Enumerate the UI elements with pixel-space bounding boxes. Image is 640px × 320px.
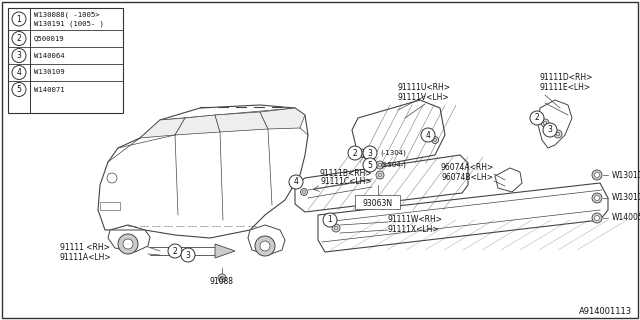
Circle shape bbox=[260, 241, 270, 251]
Text: W130191 (1005- ): W130191 (1005- ) bbox=[34, 20, 104, 27]
Circle shape bbox=[595, 215, 600, 220]
Text: 3: 3 bbox=[186, 251, 191, 260]
Text: 4: 4 bbox=[426, 131, 431, 140]
Text: 1: 1 bbox=[17, 14, 21, 23]
Circle shape bbox=[592, 193, 602, 203]
Text: 91111B<RH>: 91111B<RH> bbox=[319, 170, 372, 179]
Circle shape bbox=[12, 31, 26, 45]
Text: 91111A<LH>: 91111A<LH> bbox=[60, 252, 111, 261]
Text: 5: 5 bbox=[17, 85, 21, 94]
Text: 2: 2 bbox=[534, 114, 540, 123]
Circle shape bbox=[301, 188, 307, 196]
Circle shape bbox=[554, 130, 562, 138]
Circle shape bbox=[530, 111, 544, 125]
Text: 91111 <RH>: 91111 <RH> bbox=[60, 243, 110, 252]
Bar bbox=[355, 195, 400, 209]
Text: 91088: 91088 bbox=[210, 277, 234, 286]
Polygon shape bbox=[215, 244, 235, 258]
Text: (-1304): (-1304) bbox=[380, 150, 406, 156]
Text: W140064: W140064 bbox=[34, 52, 65, 59]
Circle shape bbox=[123, 239, 133, 249]
Text: W130109: W130109 bbox=[34, 69, 65, 76]
Circle shape bbox=[255, 236, 275, 256]
Text: 3: 3 bbox=[367, 148, 372, 157]
Circle shape bbox=[541, 119, 549, 127]
Circle shape bbox=[363, 146, 377, 160]
Text: 1: 1 bbox=[328, 215, 332, 225]
Polygon shape bbox=[215, 112, 268, 132]
Text: 91111V<LH>: 91111V<LH> bbox=[398, 92, 450, 101]
Circle shape bbox=[595, 172, 600, 178]
Circle shape bbox=[118, 234, 138, 254]
Circle shape bbox=[592, 170, 602, 180]
Text: Q500019: Q500019 bbox=[34, 36, 65, 42]
Polygon shape bbox=[318, 183, 608, 252]
Text: 93063N: 93063N bbox=[363, 198, 393, 207]
Text: W130088( -1005>: W130088( -1005> bbox=[34, 12, 100, 18]
Polygon shape bbox=[260, 108, 305, 129]
Polygon shape bbox=[175, 115, 220, 135]
Circle shape bbox=[595, 196, 600, 201]
Circle shape bbox=[592, 213, 602, 223]
Circle shape bbox=[358, 149, 366, 157]
Circle shape bbox=[218, 274, 226, 282]
Circle shape bbox=[12, 12, 26, 26]
Polygon shape bbox=[98, 105, 308, 238]
Text: W140071: W140071 bbox=[34, 86, 65, 92]
Circle shape bbox=[168, 244, 182, 258]
Circle shape bbox=[376, 161, 384, 169]
Text: 4: 4 bbox=[294, 178, 298, 187]
Polygon shape bbox=[108, 230, 150, 252]
Circle shape bbox=[421, 128, 435, 142]
Circle shape bbox=[12, 83, 26, 97]
Polygon shape bbox=[295, 155, 468, 212]
Text: 2: 2 bbox=[353, 148, 357, 157]
Text: W140055: W140055 bbox=[612, 213, 640, 222]
Text: 96074A<RH>: 96074A<RH> bbox=[441, 164, 494, 172]
Text: (1304-): (1304-) bbox=[380, 162, 406, 168]
Polygon shape bbox=[495, 168, 522, 192]
Polygon shape bbox=[352, 100, 445, 165]
Text: 91111E<LH>: 91111E<LH> bbox=[540, 83, 591, 92]
Bar bbox=[100, 202, 120, 210]
Text: 5: 5 bbox=[367, 161, 372, 170]
Text: 91111X<LH>: 91111X<LH> bbox=[388, 225, 440, 234]
Text: W130117: W130117 bbox=[612, 171, 640, 180]
Polygon shape bbox=[248, 225, 285, 255]
Circle shape bbox=[332, 224, 340, 232]
Text: 4: 4 bbox=[17, 68, 21, 77]
Text: 91111C<LH>: 91111C<LH> bbox=[321, 178, 372, 187]
Circle shape bbox=[289, 175, 303, 189]
Text: 3: 3 bbox=[17, 51, 21, 60]
Circle shape bbox=[181, 248, 195, 262]
Text: A914001113: A914001113 bbox=[579, 308, 632, 316]
Circle shape bbox=[431, 137, 438, 143]
Text: 2: 2 bbox=[173, 246, 177, 255]
Text: 96074B<LH>: 96074B<LH> bbox=[442, 172, 494, 181]
Polygon shape bbox=[140, 118, 185, 138]
Text: 2: 2 bbox=[17, 34, 21, 43]
Text: 91111D<RH>: 91111D<RH> bbox=[540, 74, 593, 83]
Text: W130118: W130118 bbox=[612, 194, 640, 203]
Circle shape bbox=[12, 66, 26, 79]
Circle shape bbox=[363, 158, 377, 172]
Circle shape bbox=[12, 49, 26, 62]
Text: 91111W<RH>: 91111W<RH> bbox=[388, 214, 443, 223]
Bar bbox=[8, 8, 123, 113]
Circle shape bbox=[543, 123, 557, 137]
Circle shape bbox=[348, 146, 362, 160]
Circle shape bbox=[376, 171, 384, 179]
Text: 91111U<RH>: 91111U<RH> bbox=[398, 84, 451, 92]
Circle shape bbox=[323, 213, 337, 227]
Polygon shape bbox=[538, 100, 572, 148]
Text: 3: 3 bbox=[548, 125, 552, 134]
